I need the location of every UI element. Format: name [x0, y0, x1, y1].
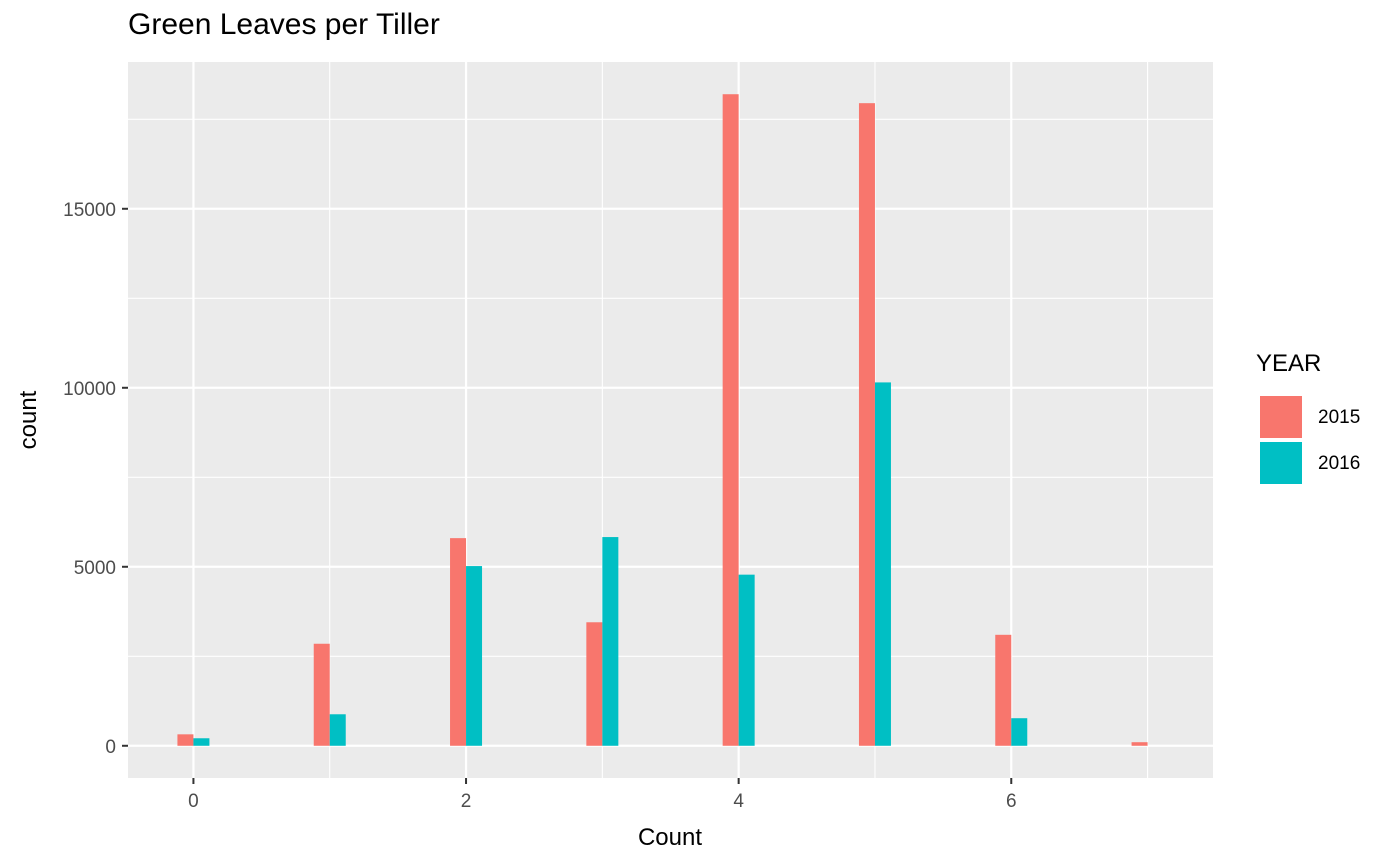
plot-panel	[128, 62, 1213, 778]
bar-2016-5	[874, 382, 891, 746]
y-tick-label: 0	[105, 737, 116, 758]
bar-2015-2	[450, 538, 467, 746]
bar-2016-4	[738, 574, 755, 746]
y-axis-label: count	[15, 390, 42, 449]
bar-2016-6	[1011, 718, 1028, 746]
legend-label-2016: 2016	[1318, 453, 1361, 474]
y-tick-label: 10000	[63, 379, 116, 400]
x-tick-label: 6	[1006, 791, 1017, 812]
bar-2015-3	[586, 622, 603, 746]
bar-2015-4	[722, 94, 739, 746]
bar-2016-3	[602, 537, 619, 746]
bar-2015-6	[995, 634, 1012, 746]
bar-2016-2	[466, 566, 483, 746]
x-tick-label: 4	[733, 791, 744, 812]
bar-2015-7	[1131, 742, 1148, 746]
legend-swatch-2016	[1260, 442, 1302, 484]
bar-2016-0	[193, 738, 210, 746]
bar-2016-1	[329, 714, 346, 746]
y-tick-label: 15000	[63, 200, 116, 221]
chart-title: Green Leaves per Tiller	[128, 8, 440, 41]
legend-swatch-2015	[1260, 396, 1302, 438]
bar-2015-1	[313, 643, 330, 746]
legend-title: YEAR	[1256, 350, 1322, 377]
x-tick-label: 0	[188, 791, 199, 812]
tick-labels: 0 2 4 6 0 5000 10000 15000	[63, 200, 1016, 812]
x-tick-label: 2	[461, 791, 472, 812]
axis-ticks	[122, 207, 1013, 784]
bar-2015-5	[858, 103, 875, 746]
bars	[177, 94, 1148, 746]
y-tick-label: 5000	[74, 558, 116, 579]
x-axis-label: Count	[638, 824, 702, 851]
legend-label-2015: 2015	[1318, 407, 1361, 428]
bar-2015-0	[177, 734, 194, 746]
